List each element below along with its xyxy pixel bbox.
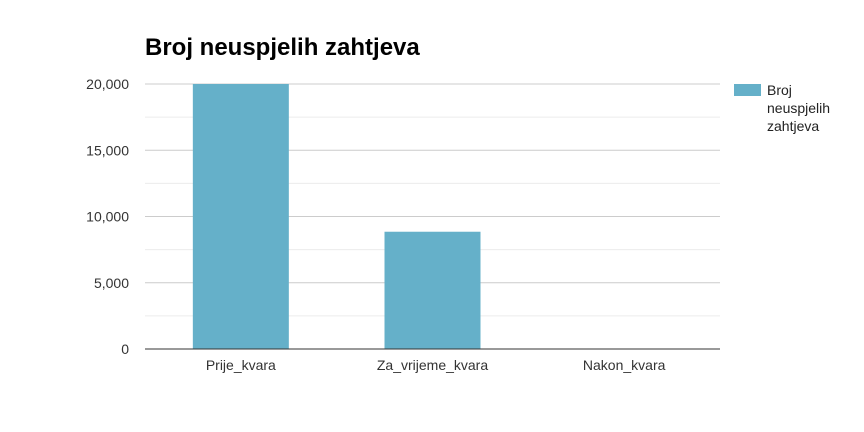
y-tick-label: 0 xyxy=(121,341,129,357)
legend-label: neuspjelih xyxy=(767,100,830,116)
y-tick-label: 20,000 xyxy=(86,76,129,92)
legend-swatch xyxy=(734,84,761,96)
bar xyxy=(384,231,481,349)
x-tick-label: Nakon_kvara xyxy=(583,357,666,373)
x-tick-label: Prije_kvara xyxy=(206,357,276,373)
y-tick-label: 10,000 xyxy=(86,209,129,225)
y-tick-label: 5,000 xyxy=(94,275,129,291)
legend-label: zahtjeva xyxy=(767,118,819,134)
y-tick-label: 15,000 xyxy=(86,142,129,158)
chart-title: Broj neuspjelih zahtjeva xyxy=(145,34,420,61)
legend-label: Broj xyxy=(767,82,792,98)
x-tick-label: Za_vrijeme_kvara xyxy=(377,357,488,373)
x-axis-ticks: Prije_kvara Za_vrijeme_kvara Nakon_kvara xyxy=(206,357,666,373)
y-axis-ticks: 0 5,000 10,000 15,000 20,000 xyxy=(86,76,129,357)
bar-series xyxy=(192,84,481,349)
legend: Broj neuspjelih zahtjeva xyxy=(734,82,830,134)
bar xyxy=(192,84,289,349)
